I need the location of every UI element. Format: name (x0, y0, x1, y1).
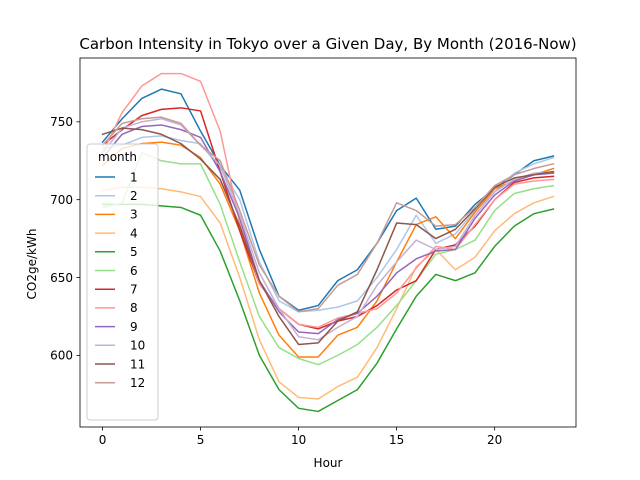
legend-label-5: 5 (130, 245, 138, 259)
legend-label-9: 9 (130, 320, 138, 334)
y-tick-label: 700 (50, 193, 73, 207)
y-tick-label: 600 (50, 349, 73, 363)
legend-label-6: 6 (130, 264, 138, 278)
y-tick-label: 750 (50, 115, 73, 129)
legend-box (87, 144, 158, 420)
x-tick-label: 0 (99, 433, 107, 447)
chart-title: Carbon Intensity in Tokyo over a Given D… (79, 35, 576, 53)
legend-label-2: 2 (130, 189, 138, 203)
x-axis-label: Hour (314, 456, 343, 470)
legend-label-11: 11 (130, 357, 145, 371)
legend-label-12: 12 (130, 376, 145, 390)
legend-label-7: 7 (130, 283, 138, 297)
legend-label-4: 4 (130, 226, 138, 240)
legend-title: month (98, 150, 137, 164)
legend-label-1: 1 (130, 170, 138, 184)
legend-label-8: 8 (130, 301, 138, 315)
x-tick-label: 5 (197, 433, 205, 447)
x-tick-label: 20 (487, 433, 502, 447)
legend-label-10: 10 (130, 339, 145, 353)
x-tick-label: 10 (291, 433, 306, 447)
y-axis-label: CO2ge/kWh (25, 229, 39, 300)
y-tick-label: 650 (50, 271, 73, 285)
x-tick-label: 15 (389, 433, 404, 447)
legend-label-3: 3 (130, 208, 138, 222)
